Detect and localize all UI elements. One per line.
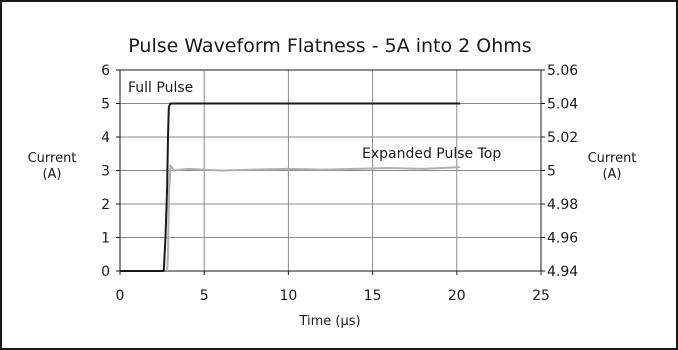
y-left-tick-label: 0 xyxy=(101,264,110,280)
y-axis-left-label-line2: (A) xyxy=(42,167,61,182)
y-right-tick-label: 5 xyxy=(547,164,556,180)
y-left-tick-label: 2 xyxy=(101,197,110,213)
y-left-tick-label: 3 xyxy=(101,164,110,180)
y-right-tick-label: 5.02 xyxy=(547,130,578,146)
grid xyxy=(120,70,541,271)
annotation-full-pulse: Full Pulse xyxy=(128,80,193,96)
y-axis-left-ticks: 0 1 2 3 4 5 6 xyxy=(101,63,120,280)
y-right-tick-label: 4.98 xyxy=(547,197,578,213)
y-axis-right-label-line1: Current xyxy=(588,151,637,166)
y-right-tick-label: 5.04 xyxy=(547,97,578,113)
series-line-full-pulse xyxy=(120,102,461,272)
x-tick-label: 25 xyxy=(532,288,550,304)
x-tick-label: 20 xyxy=(448,288,466,304)
x-tick-label: 5 xyxy=(200,288,209,304)
y-left-tick-label: 5 xyxy=(101,97,110,113)
y-right-tick-label: 5.06 xyxy=(547,63,578,79)
x-axis-label: Time (µs) xyxy=(298,314,360,329)
y-right-tick-label: 4.94 xyxy=(547,264,578,280)
series-layer xyxy=(120,102,461,272)
annotation-expanded-pulse-top: Expanded Pulse Top xyxy=(362,146,501,162)
x-tick-label: 10 xyxy=(279,288,297,304)
chart-title: Pulse Waveform Flatness - 5A into 2 Ohms xyxy=(128,35,531,57)
y-left-tick-label: 4 xyxy=(101,130,110,146)
y-axis-left-label-line1: Current xyxy=(28,151,77,166)
y-right-tick-label: 4.96 xyxy=(547,231,578,247)
y-axis-right-ticks: 4.94 4.96 4.98 5 5.02 5.04 5.06 xyxy=(541,63,578,280)
series-line-expanded-pulse-top xyxy=(166,164,461,272)
y-axis-right-label-line2: (A) xyxy=(602,167,621,182)
x-axis-ticks: 0 5 10 15 20 25 xyxy=(116,271,550,304)
x-tick-label: 0 xyxy=(116,288,125,304)
y-left-tick-label: 6 xyxy=(101,63,110,79)
x-tick-label: 15 xyxy=(364,288,382,304)
y-left-tick-label: 1 xyxy=(101,231,110,247)
